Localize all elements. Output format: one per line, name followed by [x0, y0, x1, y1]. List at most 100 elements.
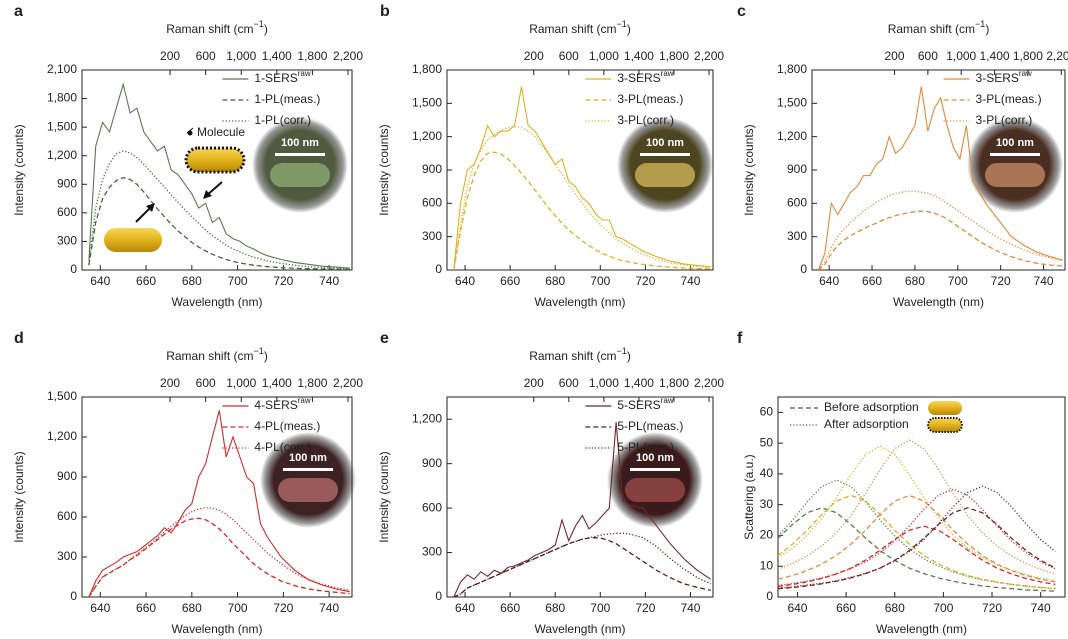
x-tick-label: 740	[680, 274, 700, 288]
y-tick-label: 900	[422, 456, 442, 470]
legend-name: 5-PL(meas.)	[617, 419, 683, 433]
series-line	[817, 210, 1063, 270]
scale-bar-label: 100 nm	[636, 452, 674, 464]
legend-name: 1-PL(meas.)	[254, 92, 320, 106]
x-tick-label: 680	[545, 274, 565, 288]
y-tick-label: 0	[800, 262, 807, 276]
legend-name: 3-PL(meas.)	[976, 92, 1042, 106]
x-tick-label: 660	[862, 274, 882, 288]
series-line	[453, 126, 711, 270]
panel: a 100 nm 640 660 680 700 720 740 Wavelength (nm)…	[12, 3, 363, 309]
legend-rod	[927, 417, 963, 433]
x-tick-label: 720	[635, 274, 655, 288]
x-tick-label: 640	[787, 601, 807, 615]
legend-name: 3-PL(meas.)	[617, 92, 683, 106]
y-axis-label: Intensity (counts)	[12, 124, 26, 215]
legend-label: 5-PL(corr.)	[617, 440, 674, 454]
y-axis-label: Intensity (counts)	[377, 451, 391, 542]
nanorod	[635, 163, 695, 187]
legend-label: 3-PL(corr.)	[617, 113, 674, 127]
plot-frame	[446, 396, 714, 598]
molecule-icon	[186, 127, 194, 134]
x2-axis-label-part: )	[264, 22, 268, 36]
arrow-head	[203, 190, 212, 199]
x-tick-label: 640	[819, 274, 839, 288]
legend-name: 4-SERS	[254, 398, 297, 412]
arrow-head	[146, 203, 155, 212]
y-tick-label: 900	[57, 469, 77, 483]
x-tick-label: 660	[836, 601, 856, 615]
x-tick-label: 640	[90, 601, 110, 615]
x2-tick-label: 200	[524, 49, 544, 63]
x-tick-label: 700	[228, 601, 248, 615]
scale-bar-label: 100 nm	[281, 137, 319, 149]
x2-tick-label: 1,000	[946, 49, 976, 63]
x-axis-label: Wavelength (nm)	[535, 295, 626, 309]
scale-bar	[275, 153, 325, 156]
y-tick-label: 0	[70, 589, 77, 603]
scale-bar-label: 100 nm	[289, 452, 327, 464]
molecule-icon	[187, 130, 193, 136]
x2-tick-label: 1,000	[589, 376, 619, 390]
y-tick-label: 300	[787, 229, 807, 243]
legend-label: 3-SERSraw	[617, 69, 673, 85]
y-tick-label: 1,800	[412, 62, 442, 76]
series-line	[453, 532, 711, 597]
legend-name-sup: raw	[661, 396, 674, 405]
series-line	[778, 507, 1056, 590]
x-tick-label: 720	[273, 601, 293, 615]
panel: d 100 nm 640 660 680 700 720 740 Wavelength (nm)…	[12, 330, 363, 636]
x2-axis-label-part: Raman shift (cm	[529, 22, 616, 36]
x-tick-label: 720	[273, 274, 293, 288]
y-tick-label: 600	[422, 500, 442, 514]
x-tick-label: 640	[455, 601, 475, 615]
x2-tick-label: 600	[196, 376, 216, 390]
legend-name: 1-SERS	[254, 71, 297, 85]
panel-letter: c	[737, 3, 746, 20]
legend-label: 3-PL(meas.)	[617, 92, 683, 106]
x-tick-label: 740	[680, 601, 700, 615]
panel-letter: e	[380, 330, 389, 347]
legend-name: 3-PL(corr.)	[976, 113, 1033, 127]
x-tick-label: 660	[136, 601, 156, 615]
legend-name: 4-PL(meas.)	[254, 419, 320, 433]
legend-name: 3-SERS	[976, 71, 1019, 85]
legend-name: 3-SERS	[617, 71, 660, 85]
nanorod	[278, 478, 338, 502]
x-axis-label: Wavelength (nm)	[172, 622, 263, 636]
y-tick-label: 300	[422, 229, 442, 243]
plot-frame	[81, 396, 353, 598]
y-tick-label: 600	[787, 196, 807, 210]
series-line	[778, 525, 1056, 588]
legend-label: 5-PL(meas.)	[617, 419, 683, 433]
panel: f 640 660 680 700 720 740 Wavelength (nm) 0 10 20 3…	[737, 330, 1066, 636]
x-tick-label: 740	[319, 274, 339, 288]
y-tick-label: 300	[422, 545, 442, 559]
series-line	[778, 485, 1056, 589]
y-tick-label: 900	[57, 176, 77, 190]
legend-label: 4-PL(corr.)	[254, 440, 311, 454]
y-tick-label: 50	[760, 435, 774, 449]
series-line	[778, 494, 1056, 590]
x-tick-label: 700	[590, 601, 610, 615]
x2-axis-label-part: −1	[254, 19, 264, 29]
series-line	[453, 537, 711, 597]
x2-axis-label-part: Raman shift (cm	[529, 349, 616, 363]
x2-tick-label: 1,800	[659, 376, 689, 390]
x2-axis-label: Raman shift (cm−1)	[529, 19, 631, 36]
x2-tick-label: 1,800	[1013, 49, 1043, 63]
y-axis-label: Intensity (counts)	[742, 124, 756, 215]
scale-bar-label: 100 nm	[996, 137, 1034, 149]
x2-axis-label-part: )	[264, 349, 268, 363]
y-tick-label: 1,500	[47, 119, 77, 133]
x-tick-label: 680	[885, 601, 905, 615]
series-line	[817, 190, 1064, 270]
y-tick-label: 1,200	[47, 148, 77, 162]
x2-tick-label: 1,800	[297, 49, 327, 63]
y-tick-label: 1,200	[412, 411, 442, 425]
x2-tick-label: 200	[160, 49, 180, 63]
legend-label: 3-PL(corr.)	[976, 113, 1033, 127]
x-tick-label: 720	[991, 274, 1011, 288]
x2-tick-label: 600	[559, 376, 579, 390]
x2-axis-label-part: −1	[617, 19, 627, 29]
